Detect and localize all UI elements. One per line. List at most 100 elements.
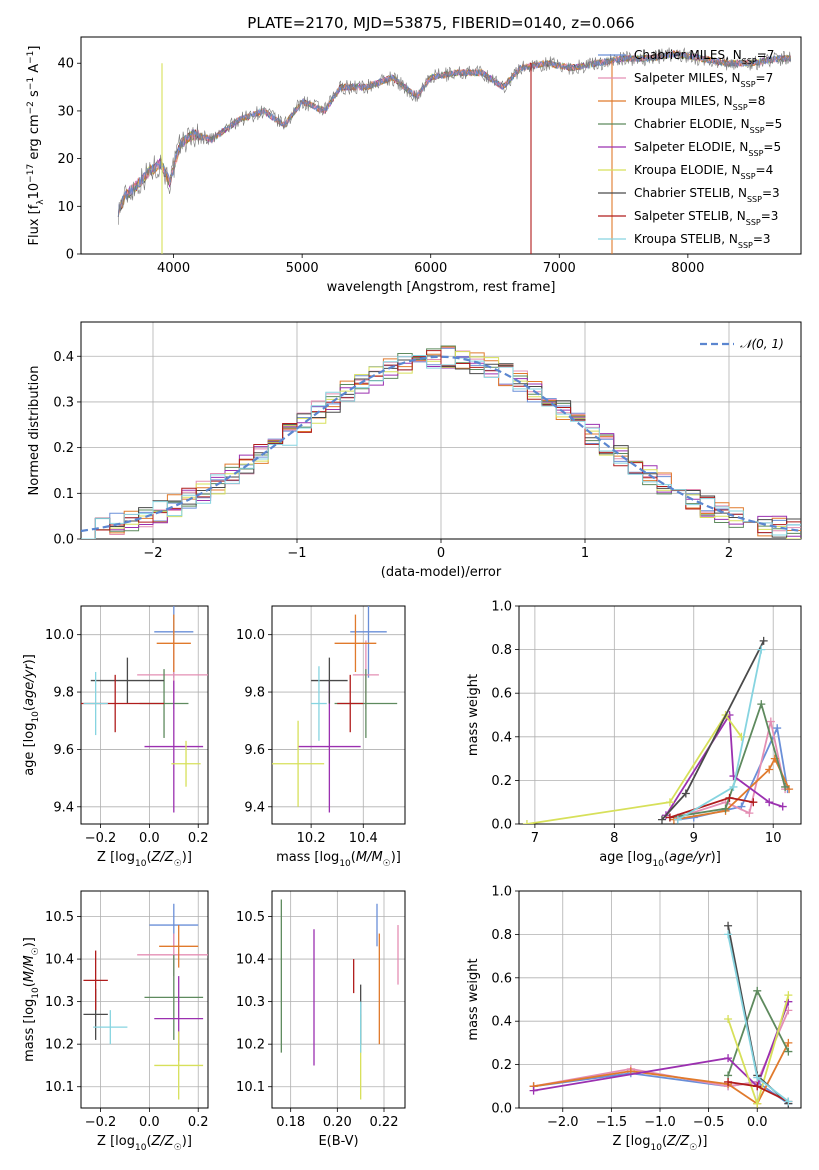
plot-frame — [80, 890, 209, 1109]
gridlines — [272, 891, 405, 1108]
legend-label-subscript: SSP — [747, 195, 762, 204]
y-tick-label: 10.1 — [236, 1080, 265, 1095]
legend-label-main: Kroupa STELIB, N — [634, 232, 738, 246]
x-tick-label: 0.2 — [188, 831, 209, 846]
weight-line — [533, 1042, 790, 1106]
plot-frame — [518, 605, 802, 825]
legend-label-main: Chabrier MILES, N — [634, 48, 742, 62]
weight-line — [533, 1001, 790, 1092]
y-tick-label: 9.4 — [244, 800, 265, 815]
legend-label-tail: =8 — [748, 94, 766, 108]
legend-label: Salpeter STELIB, NSSP=3 — [634, 209, 778, 227]
legend-label-main: Chabrier ELODIE, N — [634, 117, 750, 131]
weight-marker — [725, 793, 734, 802]
legend-label-subscript: SSP — [733, 103, 748, 112]
weight-marker — [529, 1086, 538, 1095]
y-tick-label: 9.8 — [53, 686, 74, 701]
mass-vs-metallicity-panel: −0.2 0.0 0.2 10.1 10.2 10.3 10.4 10.5 Z [log10(Z… — [22, 890, 209, 1153]
legend-label: Salpeter MILES, NSSP=7 — [634, 71, 773, 89]
x-tick-label: 7000 — [543, 261, 576, 276]
y-tick-label: 10.3 — [45, 995, 74, 1010]
legend-label-tail: =3 — [761, 209, 779, 223]
y-tick-label: 0.1 — [53, 487, 74, 502]
chart-title: PLATE=2170, MJD=53875, FIBERID=0140, z=0… — [247, 14, 634, 32]
x-tick-label: 10.4 — [349, 831, 378, 846]
x-tick-label: 2 — [725, 546, 733, 561]
y-axis-label: Flux [fλ10−17 erg cm−2 s−1 A−1] — [26, 46, 46, 246]
x-tick-label: 4000 — [157, 261, 190, 276]
legend-label-tail: =5 — [765, 117, 783, 131]
x-tick-label: 0 — [437, 546, 445, 561]
y-tick-label: 10.4 — [45, 953, 74, 968]
weight-marker — [784, 1047, 793, 1056]
y-axis-label: mass weight — [466, 674, 481, 756]
x-tick-label: 9 — [690, 831, 698, 846]
weight-marker — [784, 1038, 793, 1047]
legend-label-main: Salpeter MILES, N — [634, 71, 741, 85]
y-tick-label: 0.3 — [53, 395, 74, 410]
plot-frame — [80, 36, 802, 255]
gridlines — [81, 891, 208, 1108]
legend-label: Chabrier STELIB, NSSP=3 — [634, 186, 780, 204]
y-axis-label: mass weight — [466, 958, 481, 1040]
error-bars — [81, 606, 208, 813]
residual-histogram-panel: −2 −1 0 1 2 0.0 0.1 0.2 0.3 0.4 (data-model)/error… — [27, 321, 802, 580]
y-tick-label: 0.8 — [491, 928, 512, 943]
y-tick-label: 10.0 — [45, 628, 74, 643]
legend-label-main: Salpeter ELODIE, N — [634, 140, 748, 154]
x-tick-label: 0.22 — [370, 1115, 399, 1130]
weight-line — [727, 988, 790, 1076]
x-tick-label: −0.5 — [693, 1115, 725, 1130]
legend-label-main: Kroupa ELODIE, N — [634, 163, 741, 177]
age-vs-mass-panel: 10.2 10.4 9.4 9.6 9.8 10.0 mass [log10(M/M☉)] — [236, 605, 406, 869]
weight-marker — [522, 820, 531, 824]
y-tick-label: 0.2 — [491, 774, 512, 789]
y-tick-label: 10.2 — [45, 1038, 74, 1053]
x-tick-label: 1 — [581, 546, 589, 561]
legend-label-subscript: SSP — [738, 241, 753, 250]
x-tick-label: 8 — [610, 831, 618, 846]
gridlines — [272, 606, 405, 824]
x-axis-label: Z [log10(Z/Z☉)] — [97, 1134, 192, 1153]
y-tick-label: 9.4 — [53, 800, 74, 815]
y-tick-label: 0 — [66, 248, 74, 263]
x-tick-label: −1.5 — [596, 1115, 628, 1130]
x-tick-label: −0.2 — [85, 1115, 117, 1130]
y-tick-label: 0.2 — [491, 1058, 512, 1073]
weight-vs-metallicity-panel: −2.0 −1.5 −1.0 −0.5 0.0 0.0 0.2 0.4 0.6 0.8 1.0 Z [… — [466, 885, 802, 1153]
weight-marker — [724, 930, 733, 939]
x-axis-label: E(B-V) — [318, 1134, 358, 1149]
legend-label-tail: =4 — [756, 163, 774, 177]
weight-marker — [753, 1082, 762, 1091]
y-tick-label: 10.2 — [236, 1038, 265, 1053]
y-tick-label: 10.5 — [236, 910, 265, 925]
weight-marker — [753, 1073, 762, 1082]
gridlines — [519, 605, 801, 825]
spectrum-lines — [117, 47, 791, 254]
x-axis-label: Z [log10(Z/Z☉)] — [613, 1134, 708, 1153]
weight-marker — [773, 724, 782, 733]
legend-label-subscript: SSP — [742, 57, 757, 66]
weight-marker — [745, 809, 754, 818]
y-tick-label: 10.5 — [45, 910, 74, 925]
x-tick-label: −1 — [287, 546, 306, 561]
x-tick-label: 0.0 — [139, 831, 160, 846]
x-axis-label: (data-model)/error — [381, 565, 502, 580]
y-tick-label: 0.6 — [491, 971, 512, 986]
weight-marker — [753, 1099, 762, 1108]
gridlines — [81, 606, 208, 824]
weight-vs-age-panel: 7 8 9 10 0.0 0.2 0.4 0.6 0.8 1.0 age [log10(age/yr… — [466, 600, 802, 869]
y-tick-label: 10.4 — [236, 953, 265, 968]
y-tick-label: 10.1 — [45, 1080, 74, 1095]
histograms — [81, 345, 801, 539]
legend-label: Salpeter ELODIE, NSSP=5 — [634, 140, 781, 158]
legend-label-main: Chabrier STELIB, N — [634, 186, 747, 200]
weight-marker — [665, 813, 674, 822]
y-tick-label: 9.6 — [244, 743, 265, 758]
weight-line — [669, 701, 786, 819]
plot-frame — [80, 605, 209, 825]
x-tick-label: 0.0 — [747, 1115, 768, 1130]
weight-marker — [781, 782, 790, 791]
